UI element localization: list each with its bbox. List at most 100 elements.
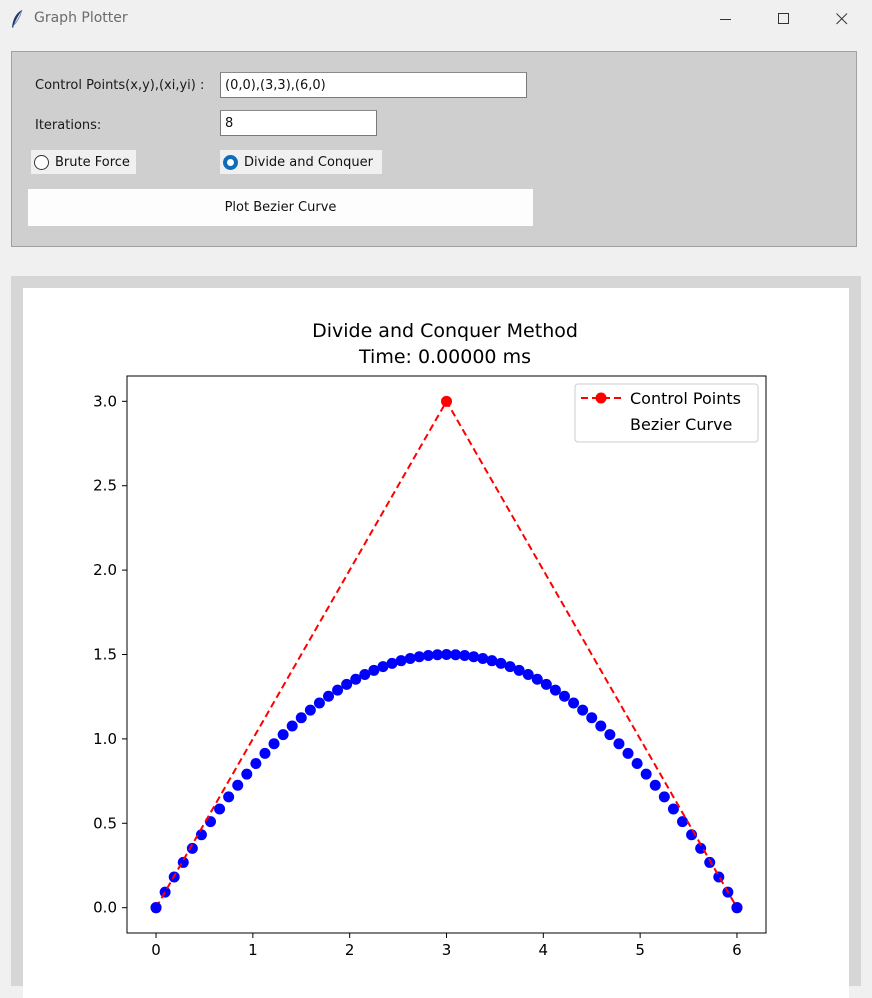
bezier-point	[395, 655, 407, 667]
bezier-chart: Divide and Conquer Method Time: 0.00000 …	[93, 320, 767, 959]
radio-checked-icon	[223, 154, 238, 170]
x-tick-label: 6	[732, 941, 742, 959]
y-tick-label: 0.0	[93, 899, 117, 917]
bezier-point	[613, 738, 625, 750]
plot-bezier-curve-button[interactable]: Plot Bezier Curve	[27, 188, 534, 227]
y-tick-label: 2.0	[93, 561, 117, 579]
bezier-point	[531, 673, 543, 685]
x-tick-label: 5	[635, 941, 645, 959]
bezier-point	[731, 902, 743, 914]
bezier-point	[649, 779, 661, 791]
bezier-point	[513, 664, 525, 676]
bezier-point	[522, 669, 534, 681]
maximize-button[interactable]	[761, 0, 807, 38]
bezier-point	[359, 669, 371, 681]
bezier-point	[577, 704, 589, 716]
radio-unchecked-icon	[34, 154, 49, 170]
control-points-label: Control Points(x,y),(xi,yi) :	[35, 78, 205, 93]
y-tick-label: 3.0	[93, 392, 117, 410]
bezier-point	[568, 697, 580, 709]
bezier-point	[186, 842, 198, 854]
x-tick-label: 1	[248, 941, 258, 959]
bezier-point	[586, 712, 598, 724]
bezier-point	[676, 816, 688, 828]
y-tick-label: 1.5	[93, 646, 117, 664]
bezier-point	[504, 661, 516, 673]
bezier-point	[422, 649, 434, 661]
y-tick-label: 1.0	[93, 730, 117, 748]
bezier-point	[459, 649, 471, 661]
bezier-point	[704, 856, 716, 868]
control-points-input[interactable]	[220, 72, 527, 98]
x-tick-label: 2	[345, 941, 355, 959]
divide-and-conquer-label: Divide and Conquer	[244, 154, 374, 170]
bezier-point	[431, 649, 443, 661]
divide-and-conquer-radio[interactable]: Divide and Conquer	[220, 150, 382, 174]
bezier-point	[549, 684, 561, 696]
bezier-point	[232, 779, 244, 791]
bezier-point	[386, 657, 398, 669]
bezier-point	[477, 652, 489, 664]
bezier-point	[368, 664, 380, 676]
bezier-point	[558, 690, 570, 702]
iterations-input[interactable]	[220, 110, 377, 136]
bezier-point	[250, 758, 262, 770]
chart-title: Divide and Conquer Method	[312, 320, 578, 342]
bezier-point	[323, 690, 335, 702]
bezier-point	[295, 712, 307, 724]
bezier-point	[332, 684, 344, 696]
close-button[interactable]	[819, 0, 865, 38]
bezier-point	[313, 697, 325, 709]
bezier-point	[304, 704, 316, 716]
plot-canvas: Divide and Conquer Method Time: 0.00000 …	[23, 288, 849, 998]
minimize-icon	[720, 19, 731, 20]
bezier-point	[195, 829, 207, 841]
bezier-point	[214, 803, 226, 815]
bezier-point	[277, 729, 289, 741]
bezier-point	[595, 720, 607, 732]
window-title: Graph Plotter	[34, 10, 128, 26]
bezier-point	[604, 729, 616, 741]
minimize-button[interactable]	[703, 0, 749, 38]
bezier-point	[640, 768, 652, 780]
bezier-point	[286, 720, 298, 732]
control-panel: Control Points(x,y),(xi,yi) : Iterations…	[11, 51, 857, 247]
bezier-point	[377, 661, 389, 673]
x-tick-label: 0	[151, 941, 161, 959]
bezier-point	[495, 657, 507, 669]
x-tick-label: 3	[442, 941, 452, 959]
bezier-point	[404, 652, 416, 664]
bezier-point	[450, 649, 462, 661]
bezier-point	[622, 747, 634, 759]
plot-canvas-frame: Divide and Conquer Method Time: 0.00000 …	[11, 276, 861, 998]
title-bar: Graph Plotter	[0, 0, 872, 38]
bezier-point	[468, 651, 480, 663]
legend-control-label: Control Points	[630, 389, 741, 408]
x-tick-label: 4	[539, 941, 549, 959]
bezier-point	[667, 803, 679, 815]
y-tick-label: 2.5	[93, 477, 117, 495]
bezier-point	[259, 747, 271, 759]
brute-force-label: Brute Force	[55, 154, 130, 170]
bezier-point	[658, 791, 670, 803]
bezier-point	[150, 902, 162, 914]
bezier-point	[441, 649, 452, 660]
bezier-point	[631, 758, 643, 770]
bezier-point	[540, 678, 552, 690]
control-point	[441, 395, 452, 407]
iterations-label: Iterations:	[35, 118, 102, 133]
bezier-point	[486, 655, 498, 667]
bezier-point	[413, 651, 425, 663]
bezier-point	[341, 678, 353, 690]
brute-force-radio[interactable]: Brute Force	[31, 150, 136, 174]
legend-bezier-label: Bezier Curve	[630, 415, 732, 434]
bezier-point	[159, 886, 171, 898]
bezier-point	[268, 738, 280, 750]
close-icon	[836, 13, 848, 25]
feather-icon	[12, 9, 23, 28]
chart-subtitle: Time: 0.00000 ms	[358, 346, 531, 368]
bezier-point	[241, 768, 253, 780]
bezier-point	[350, 673, 362, 685]
legend-control-marker	[595, 392, 607, 404]
y-tick-label: 0.5	[93, 814, 117, 832]
